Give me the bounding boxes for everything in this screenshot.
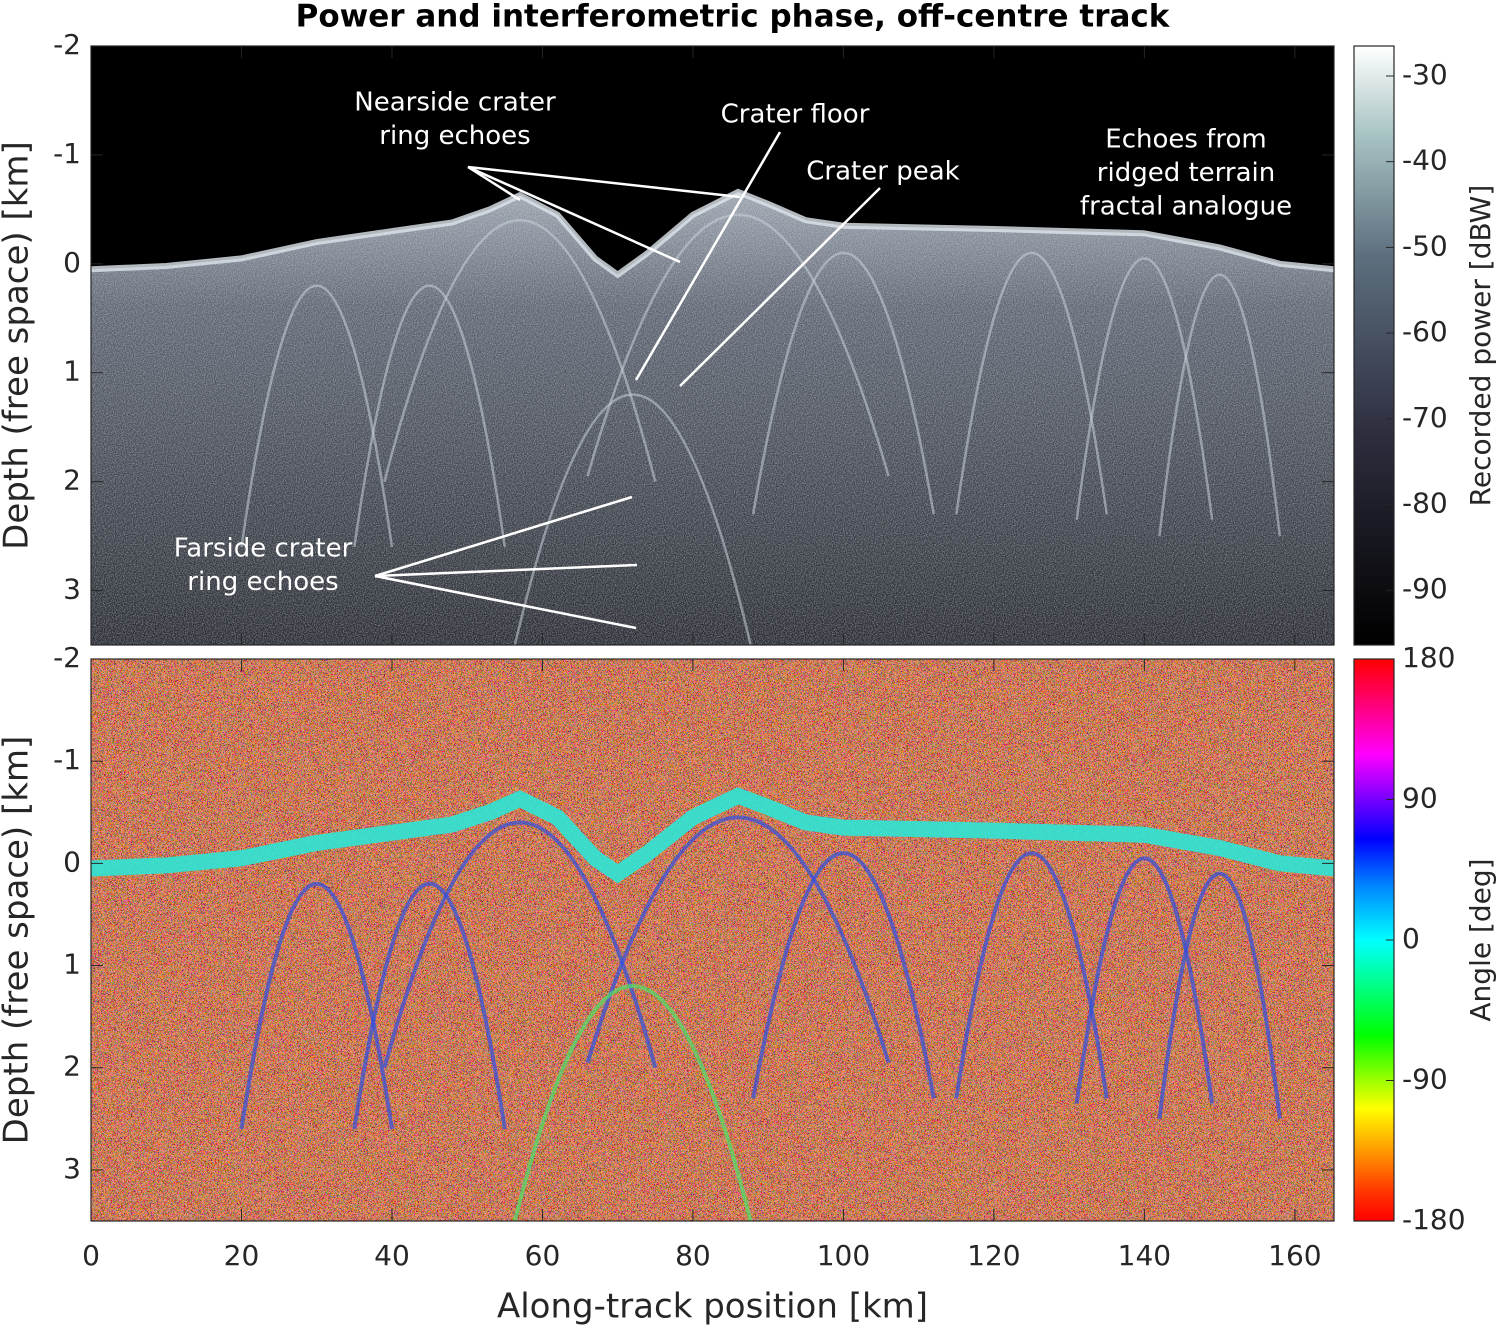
y-axis-label: Depth (free space) [km] [0,141,37,550]
y-tick-label: 1 [63,355,81,388]
annotation: ring echoes [379,121,530,151]
colorbar-tick-label: -40 [1402,144,1448,177]
phase-arc [512,984,753,1221]
x-tick-label: 40 [374,1239,410,1272]
y-tick-label: 0 [63,246,81,279]
annotation-leader [467,165,521,202]
annotation-leader [467,165,681,264]
phase-arc [1074,856,1215,1104]
x-tick-label: 140 [1118,1239,1171,1272]
echo-arc [751,251,935,515]
echo-arc [240,284,394,548]
surface-phase [91,787,1334,884]
panel: -2 -1 0 1 2 3 Depth (free space) [km] Power and… [0,0,1497,646]
y-axis-label: Depth (free space) [km] [0,736,37,1145]
echo-arc [513,393,752,645]
x-tick-label: 100 [817,1239,870,1272]
annotation: ridged terrain [1097,158,1275,188]
annotation: Echoes from [1105,125,1266,155]
x-tick-label: 80 [675,1239,711,1272]
y-tick-label: 0 [63,845,81,878]
annotation-leader [679,187,881,387]
colorbar-tick-label: -180 [1402,1203,1466,1236]
y-tick-label: -1 [53,137,81,170]
y-tick-label: 3 [63,573,81,606]
annotation: Crater peak [806,157,959,187]
radargram [91,659,1334,1221]
chart-title: Power and interferometric phase, off-cen… [296,0,1171,35]
y-tick-label: -2 [53,28,81,61]
echo-arc [1158,273,1282,537]
colorbar-tick-label: 180 [1402,641,1455,674]
annotation: ring echoes [187,567,338,597]
colorbar-tick-label: -80 [1402,486,1448,519]
annotation: Crater floor [721,100,870,130]
phase-arc [751,851,936,1099]
annotation-leader [374,563,638,578]
y-tick-label: -2 [53,641,81,674]
echo-arc [586,213,890,477]
colorbar-tick-label: -90 [1402,1063,1448,1096]
echo-arc [955,251,1109,515]
y-tick-label: 2 [63,1050,81,1083]
annotation-leader [634,131,782,381]
surface-echo [91,188,1334,279]
phase-noise [91,659,1334,1221]
annotation-leader [374,495,633,578]
axes-box [90,658,1335,1222]
x-tick-label: 20 [224,1239,260,1272]
colorbar-label: Recorded power [dBW] [1464,185,1497,507]
panel: -2 -1 0 1 2 3 0 20 40 60 80 100 120 140 160 Depth (free… [0,641,1497,1327]
colorbar-tick-label: -90 [1402,572,1448,605]
echo-arc [383,219,657,482]
phase-arc [585,815,891,1064]
x-tick-label: 120 [967,1239,1020,1272]
annotation: Nearside crater [354,88,556,118]
y-tick-label: 3 [63,1152,81,1185]
y-tick-label: -1 [53,743,81,776]
axes-box [90,45,1335,646]
phase-arc [954,851,1109,1099]
colorbar [1353,45,1395,646]
x-tick-label: 160 [1268,1239,1321,1272]
colorbar-label: Angle [deg] [1464,858,1497,1021]
annotation: Farside crater [174,534,353,564]
annotation-leader [374,574,637,630]
phase-arc [382,820,658,1069]
echo-noise [91,191,1334,645]
x-tick-label: 0 [82,1239,100,1272]
echo-arc [1075,257,1214,520]
x-tick-label: 60 [525,1239,561,1272]
colorbar-tick-label: -50 [1402,229,1448,262]
radargram [91,46,1334,645]
colorbar-tick-label: 90 [1402,782,1438,815]
colorbar-tick-label: 0 [1402,922,1420,955]
y-tick-label: 1 [63,948,81,981]
annotation: fractal analogue [1080,192,1292,222]
x-axis-label: Along-track position [km] [497,1287,928,1327]
y-tick-label: 2 [63,464,81,497]
colorbar-tick-label: -60 [1402,315,1448,348]
echo-arc [353,284,507,548]
phase-arc [352,882,507,1130]
colorbar-tick-label: -70 [1402,401,1448,434]
phase-arc [1157,871,1282,1120]
colorbar-tick-label: -30 [1402,58,1448,91]
annotation-leader [467,165,741,199]
phase-arc [239,882,394,1130]
